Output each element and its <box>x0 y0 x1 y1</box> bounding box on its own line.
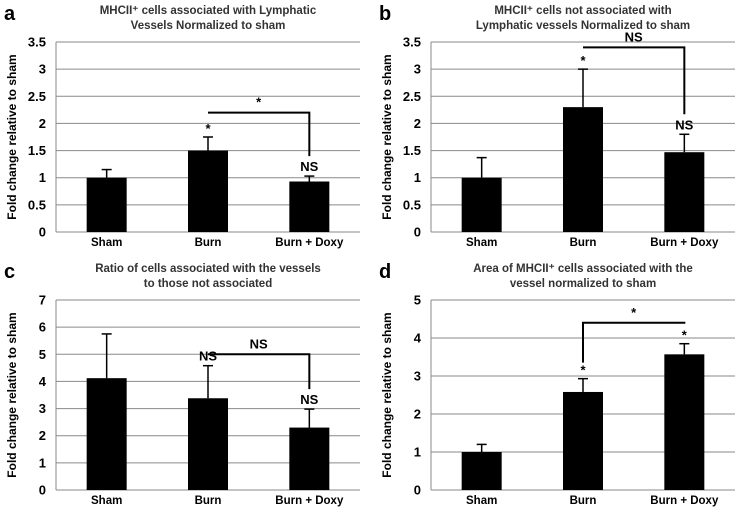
y-axis-label: Fold change relative to sham <box>380 54 394 219</box>
y-tick-label: 0 <box>414 225 421 240</box>
bar-burn-doxy <box>664 354 705 490</box>
bar-burn <box>563 107 603 232</box>
x-category-label: Sham <box>91 495 122 507</box>
x-category-label: Burn + Doxy <box>275 237 344 249</box>
bar-burn-doxy <box>289 181 330 232</box>
y-tick-label: 5 <box>414 293 421 308</box>
bar-burn-doxy <box>289 427 330 490</box>
bar-burn <box>563 391 603 490</box>
x-category-label: Burn + Doxy <box>650 237 719 249</box>
y-axis-label: Fold change relative to sham <box>5 54 19 219</box>
y-tick-label: 0 <box>414 483 421 498</box>
y-tick-label: 4 <box>39 374 47 389</box>
significance-mark: NS <box>199 349 217 364</box>
chart-svg-d: d Area of MHCII⁺ cells associated with th… <box>379 261 735 507</box>
y-tick-label: 2 <box>414 116 421 131</box>
significance-mark: * <box>205 121 211 136</box>
significance-mark: NS <box>675 117 693 132</box>
y-tick-label: 0.5 <box>28 197 46 212</box>
y-tick-label: 3.5 <box>28 35 46 50</box>
comparison-bracket <box>208 111 311 157</box>
chart-title-line: Vessels Normalized to sham <box>131 20 286 32</box>
y-axis-label: Fold change relative to sham <box>5 312 19 477</box>
bar-sham <box>86 177 127 232</box>
significance-mark: NS <box>300 392 318 407</box>
y-tick-label: 0 <box>39 483 46 498</box>
y-tick-label: 2 <box>414 407 421 422</box>
panel-b: b MHCII⁺ cells not associated with Lymphat… <box>375 0 750 257</box>
y-tick-label: 2.5 <box>28 89 46 104</box>
significance-mark: * <box>682 328 688 343</box>
y-axis-label: Fold change relative to sham <box>380 312 394 477</box>
x-category-label: Burn <box>195 495 222 507</box>
x-category-label: Burn + Doxy <box>275 495 344 507</box>
y-tick-label: 0.5 <box>403 197 421 212</box>
bracket-label: NS <box>625 29 643 44</box>
y-tick-label: 6 <box>39 320 46 335</box>
bar-burn <box>188 398 228 490</box>
bar-sham <box>461 452 502 490</box>
comparison-bracket <box>582 321 686 363</box>
comparison-bracket <box>208 353 311 390</box>
y-tick-label: 1.5 <box>403 143 421 158</box>
bracket-label: * <box>256 95 262 110</box>
chart-title-line: Lymphatic vessels Normalized to sham <box>476 20 690 32</box>
y-tick-label: 3 <box>39 62 46 77</box>
panel-c: c Ratio of cells associated with the vess… <box>0 258 375 515</box>
y-tick-label: 4 <box>414 331 422 346</box>
chart-title-line: MHCII⁺ cells not associated with <box>494 5 671 17</box>
x-category-label: Burn <box>570 237 597 249</box>
y-tick-label: 3 <box>39 401 46 416</box>
x-category-label: Sham <box>466 237 497 249</box>
chart-svg-b: b MHCII⁺ cells not associated with Lymphat… <box>379 3 735 249</box>
significance-mark: * <box>580 363 586 378</box>
chart-svg-a: a MHCII⁺ cells associated with Lymphatic V… <box>4 3 360 249</box>
bar-burn <box>188 150 228 232</box>
x-category-label: Sham <box>91 237 122 249</box>
y-tick-label: 3 <box>414 62 421 77</box>
x-category-label: Burn <box>195 237 222 249</box>
y-tick-label: 1.5 <box>28 143 46 158</box>
chart-title-line: Area of MHCII⁺ cells associated with the <box>473 263 693 275</box>
bar-sham <box>86 378 127 490</box>
significance-mark: * <box>580 53 586 68</box>
bar-sham <box>461 177 502 232</box>
bracket-label: NS <box>250 336 268 351</box>
comparison-bracket <box>583 46 686 115</box>
y-tick-label: 0 <box>39 225 46 240</box>
y-tick-label: 1 <box>39 170 46 185</box>
chart-title-line: Ratio of cells associated with the vesse… <box>95 263 321 275</box>
panel-letter: b <box>379 3 391 25</box>
y-tick-label: 2.5 <box>403 89 421 104</box>
chart-title-line: to those not associated <box>144 278 272 290</box>
panel-d: d Area of MHCII⁺ cells associated with th… <box>375 258 750 515</box>
y-tick-label: 3.5 <box>403 35 421 50</box>
y-tick-label: 3 <box>414 369 421 384</box>
y-tick-label: 7 <box>39 293 46 308</box>
panel-letter: a <box>4 3 16 25</box>
y-tick-label: 1 <box>414 170 421 185</box>
bar-burn-doxy <box>664 152 705 232</box>
y-tick-label: 1 <box>414 445 421 460</box>
panel-a: a MHCII⁺ cells associated with Lymphatic V… <box>0 0 375 257</box>
chart-svg-c: c Ratio of cells associated with the vess… <box>4 261 360 507</box>
panel-letter: d <box>379 261 391 283</box>
x-category-label: Sham <box>466 495 497 507</box>
y-tick-label: 1 <box>39 455 46 470</box>
panel-letter: c <box>4 261 15 283</box>
significance-mark: NS <box>300 159 318 174</box>
y-tick-label: 5 <box>39 347 46 362</box>
x-category-label: Burn <box>570 495 597 507</box>
chart-title-line: vessel normalized to sham <box>510 278 656 290</box>
y-tick-label: 2 <box>39 116 46 131</box>
bracket-label: * <box>631 305 637 320</box>
chart-title-line: MHCII⁺ cells associated with Lymphatic <box>100 5 317 17</box>
x-category-label: Burn + Doxy <box>650 495 719 507</box>
y-tick-label: 2 <box>39 428 46 443</box>
